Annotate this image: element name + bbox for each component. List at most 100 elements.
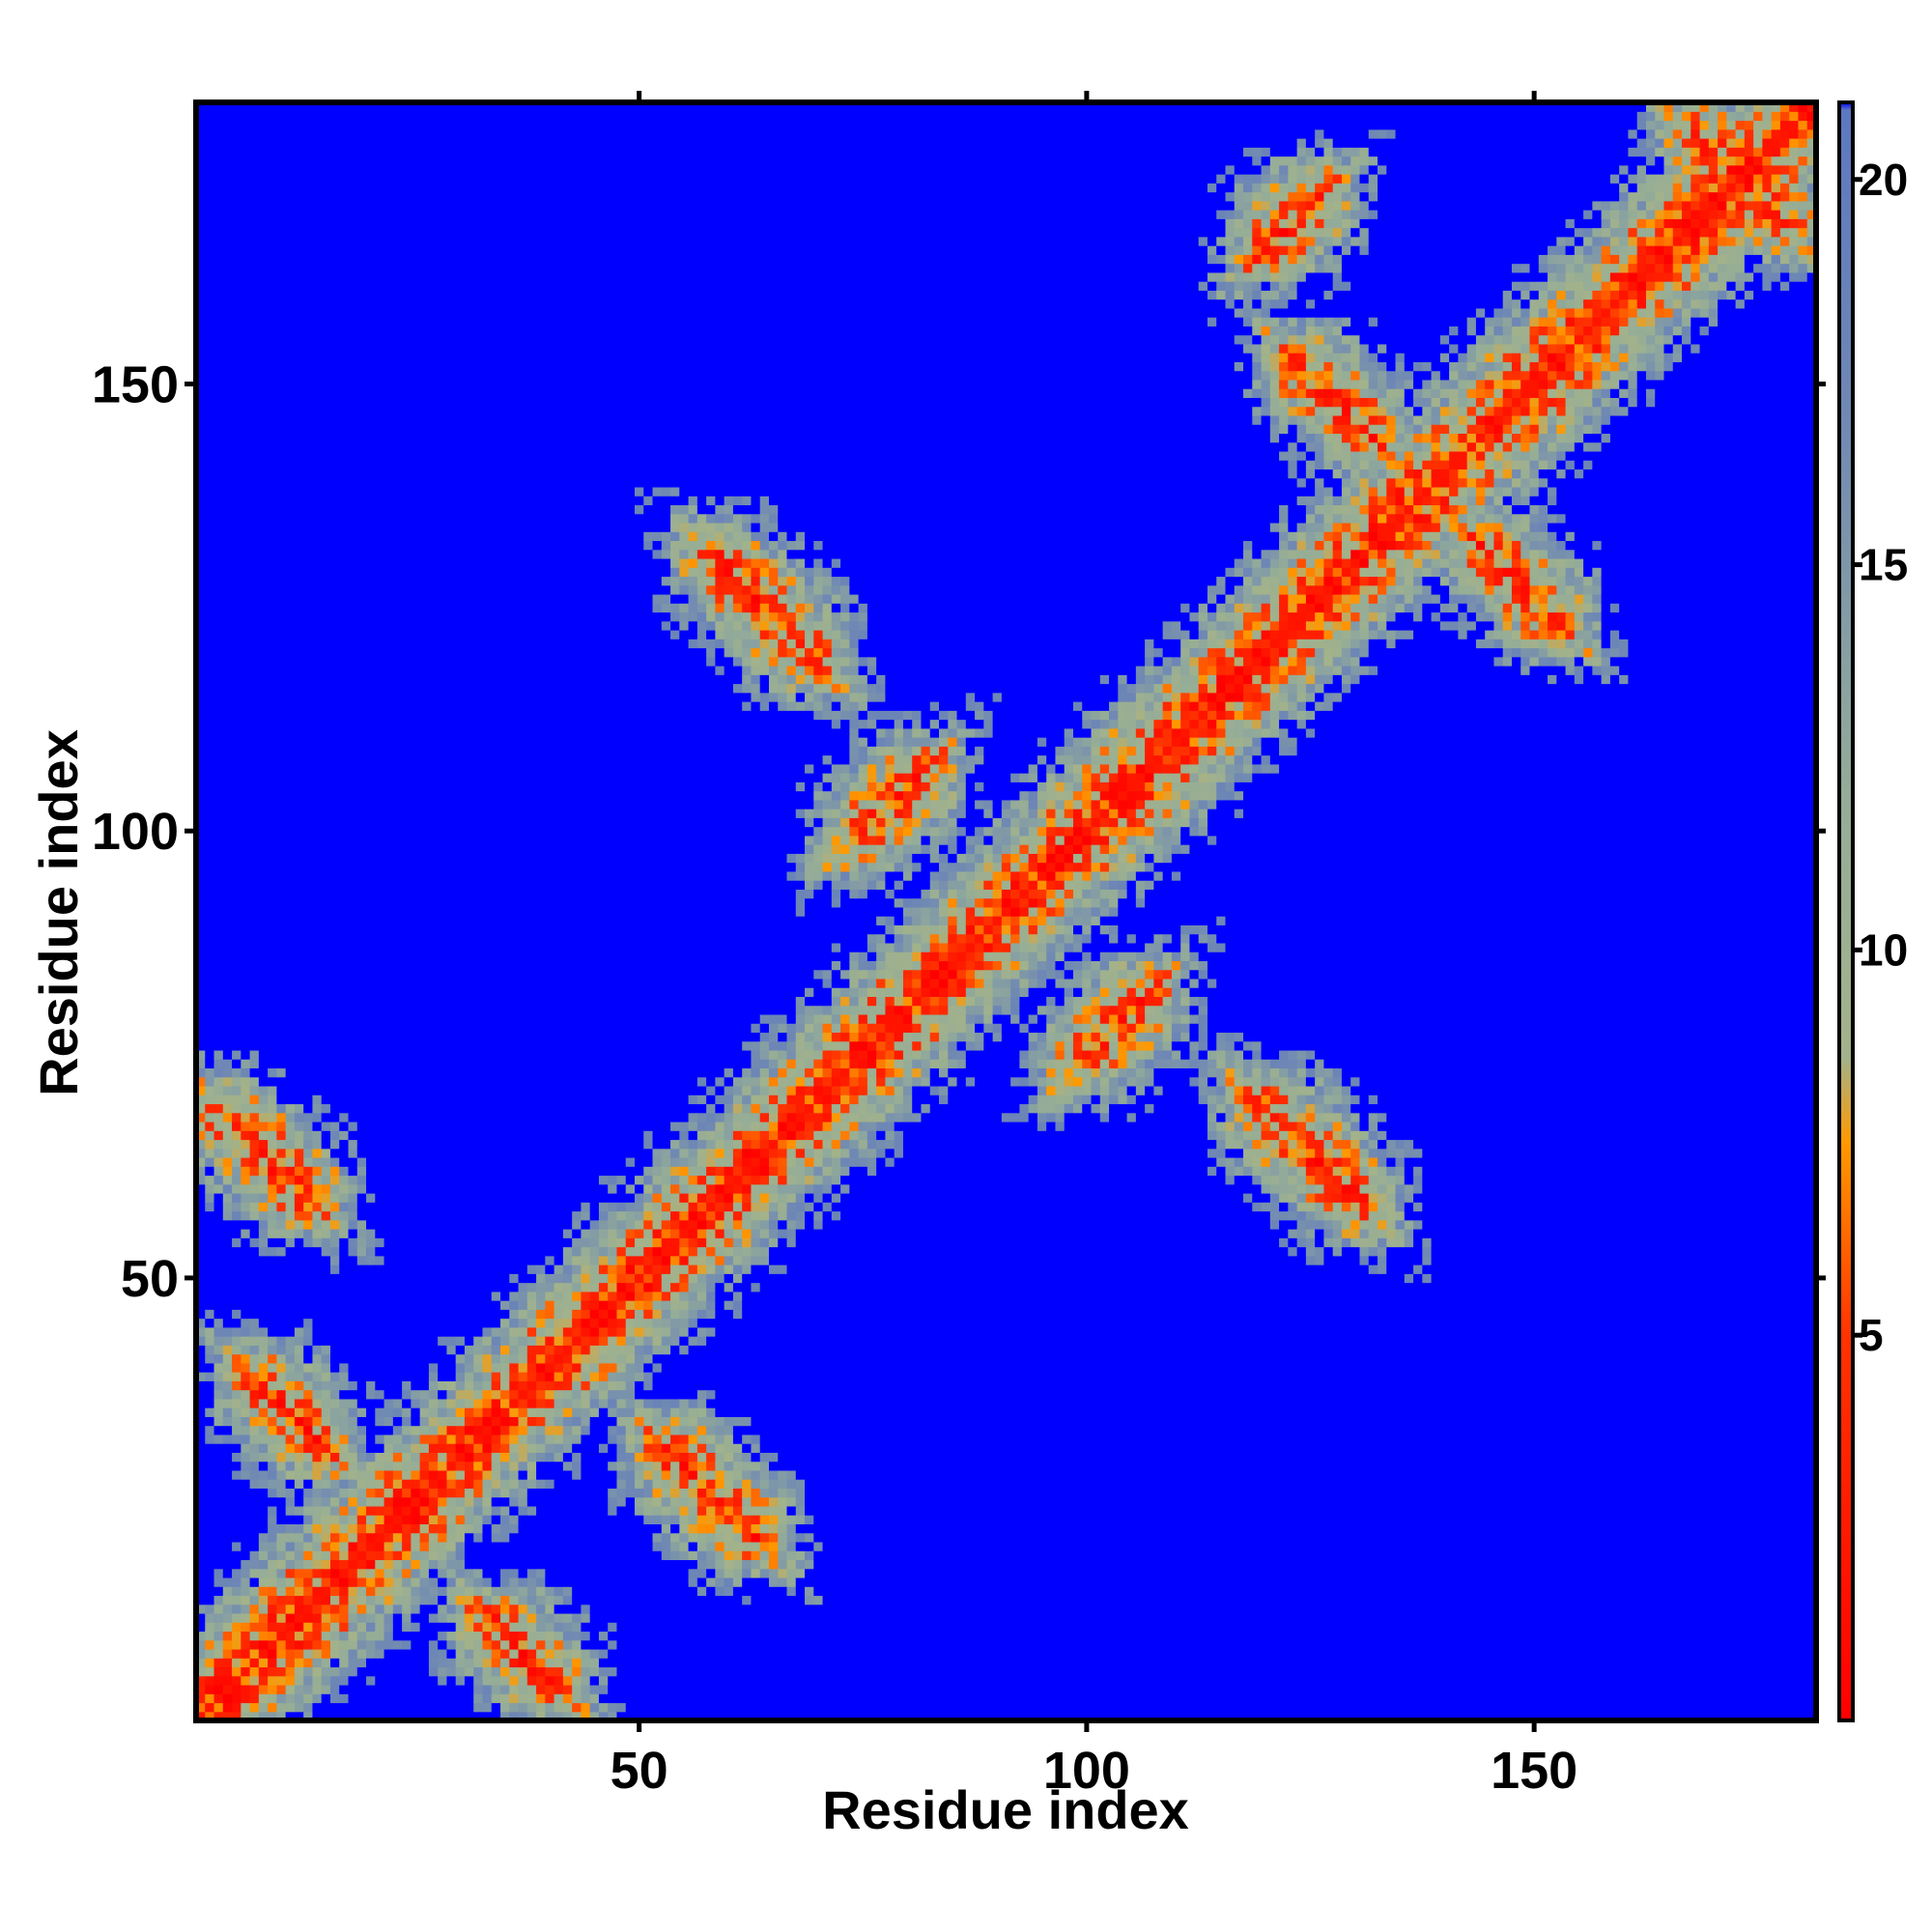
heatmap-cell bbox=[276, 290, 286, 299]
heatmap-cell bbox=[268, 1693, 277, 1703]
heatmap-cell bbox=[349, 540, 358, 550]
heatmap-cell bbox=[268, 388, 277, 398]
heatmap-cell bbox=[402, 210, 412, 219]
heatmap-cell bbox=[366, 594, 376, 604]
heatmap-cell bbox=[214, 407, 224, 416]
heatmap-cell bbox=[232, 1542, 242, 1551]
heatmap-cell bbox=[429, 1363, 439, 1373]
heatmap-cell bbox=[223, 674, 233, 684]
heatmap-cell bbox=[375, 335, 384, 345]
heatmap-cell bbox=[223, 1380, 233, 1390]
heatmap-cell bbox=[250, 1533, 260, 1543]
heatmap-cell bbox=[259, 1122, 269, 1131]
heatmap-cell bbox=[241, 1506, 250, 1516]
heatmap-cell bbox=[268, 630, 277, 639]
heatmap-cell bbox=[375, 773, 384, 782]
heatmap-cell bbox=[259, 934, 269, 944]
heatmap-cell bbox=[295, 728, 304, 738]
heatmap-cell bbox=[286, 129, 296, 139]
heatmap-cell bbox=[241, 987, 250, 997]
heatmap-cell bbox=[214, 1050, 224, 1060]
heatmap-cell bbox=[402, 1523, 412, 1533]
heatmap-cell bbox=[286, 1380, 296, 1390]
heatmap-cell bbox=[312, 1067, 322, 1077]
heatmap-cell bbox=[339, 924, 349, 934]
heatmap-cell bbox=[205, 281, 214, 291]
heatmap-cell bbox=[393, 353, 403, 362]
heatmap-cell bbox=[241, 451, 250, 461]
heatmap-cell bbox=[286, 674, 296, 684]
heatmap-cell bbox=[259, 1032, 269, 1041]
heatmap-cell bbox=[223, 523, 233, 532]
heatmap-cell bbox=[339, 1586, 349, 1596]
heatmap-cell bbox=[429, 1640, 439, 1650]
heatmap-cell bbox=[214, 800, 224, 810]
heatmap-cell bbox=[232, 1399, 242, 1408]
heatmap-cell bbox=[420, 1372, 430, 1381]
heatmap-cell bbox=[357, 1086, 367, 1095]
heatmap-cell bbox=[429, 836, 439, 845]
heatmap-cell bbox=[438, 1622, 447, 1632]
heatmap-cell bbox=[250, 603, 260, 612]
heatmap-cell bbox=[232, 630, 242, 639]
heatmap-cell bbox=[429, 111, 439, 121]
heatmap-cell bbox=[393, 1327, 403, 1337]
heatmap-cell bbox=[438, 907, 447, 917]
heatmap-cell bbox=[322, 1435, 331, 1444]
heatmap-cell bbox=[357, 871, 367, 881]
heatmap-cell bbox=[286, 1309, 296, 1319]
heatmap-cell bbox=[393, 469, 403, 478]
heatmap-cell bbox=[438, 1229, 447, 1238]
heatmap-cell bbox=[411, 603, 420, 612]
heatmap-cell bbox=[438, 1166, 447, 1176]
heatmap-cell bbox=[241, 1372, 250, 1381]
heatmap-cell bbox=[339, 817, 349, 827]
heatmap-cell bbox=[268, 1702, 277, 1712]
heatmap-cell bbox=[420, 1542, 430, 1551]
heatmap-cell bbox=[429, 1586, 439, 1596]
heatmap-cell bbox=[366, 407, 376, 416]
heatmap-cell bbox=[339, 853, 349, 863]
heatmap-cell bbox=[232, 1094, 242, 1104]
heatmap-cell bbox=[205, 898, 214, 908]
heatmap-cell bbox=[259, 308, 269, 318]
heatmap-cell bbox=[259, 880, 269, 890]
heatmap-cell bbox=[411, 1237, 420, 1247]
heatmap-cell bbox=[276, 1658, 286, 1667]
heatmap-cell bbox=[303, 764, 313, 774]
heatmap-cell bbox=[214, 442, 224, 452]
heatmap-cell bbox=[330, 1319, 340, 1328]
heatmap-cell bbox=[259, 523, 269, 532]
heatmap-cell bbox=[429, 585, 439, 595]
heatmap-cell bbox=[357, 1658, 367, 1667]
heatmap-cell bbox=[339, 781, 349, 791]
heatmap-cell bbox=[366, 1023, 376, 1033]
heatmap-cell bbox=[312, 1631, 322, 1640]
heatmap-cell bbox=[429, 1166, 439, 1176]
heatmap-cell bbox=[276, 174, 286, 184]
heatmap-cell bbox=[330, 1622, 340, 1632]
heatmap-cell bbox=[366, 1166, 376, 1176]
heatmap-cell bbox=[339, 1103, 349, 1113]
heatmap-cell bbox=[420, 1506, 430, 1516]
heatmap-cell bbox=[259, 1523, 269, 1533]
heatmap-cell bbox=[420, 1390, 430, 1400]
heatmap-cell bbox=[375, 1399, 384, 1408]
heatmap-cell bbox=[303, 934, 313, 944]
heatmap-cell bbox=[250, 863, 260, 872]
heatmap-cell bbox=[295, 1542, 304, 1551]
heatmap-cell bbox=[312, 710, 322, 720]
heatmap-cell bbox=[393, 1292, 403, 1301]
heatmap-cell bbox=[276, 684, 286, 694]
heatmap-cell bbox=[393, 1693, 403, 1703]
heatmap-cell bbox=[232, 585, 242, 595]
heatmap-cell bbox=[375, 1023, 384, 1033]
heatmap-cell bbox=[393, 720, 403, 729]
heatmap-cell bbox=[250, 1264, 260, 1274]
heatmap-cell bbox=[303, 611, 313, 621]
heatmap-cell bbox=[259, 138, 269, 148]
heatmap-cell bbox=[205, 272, 214, 282]
heatmap-cell bbox=[393, 1569, 403, 1578]
heatmap-cell bbox=[295, 1264, 304, 1274]
heatmap-cell bbox=[276, 1300, 286, 1310]
